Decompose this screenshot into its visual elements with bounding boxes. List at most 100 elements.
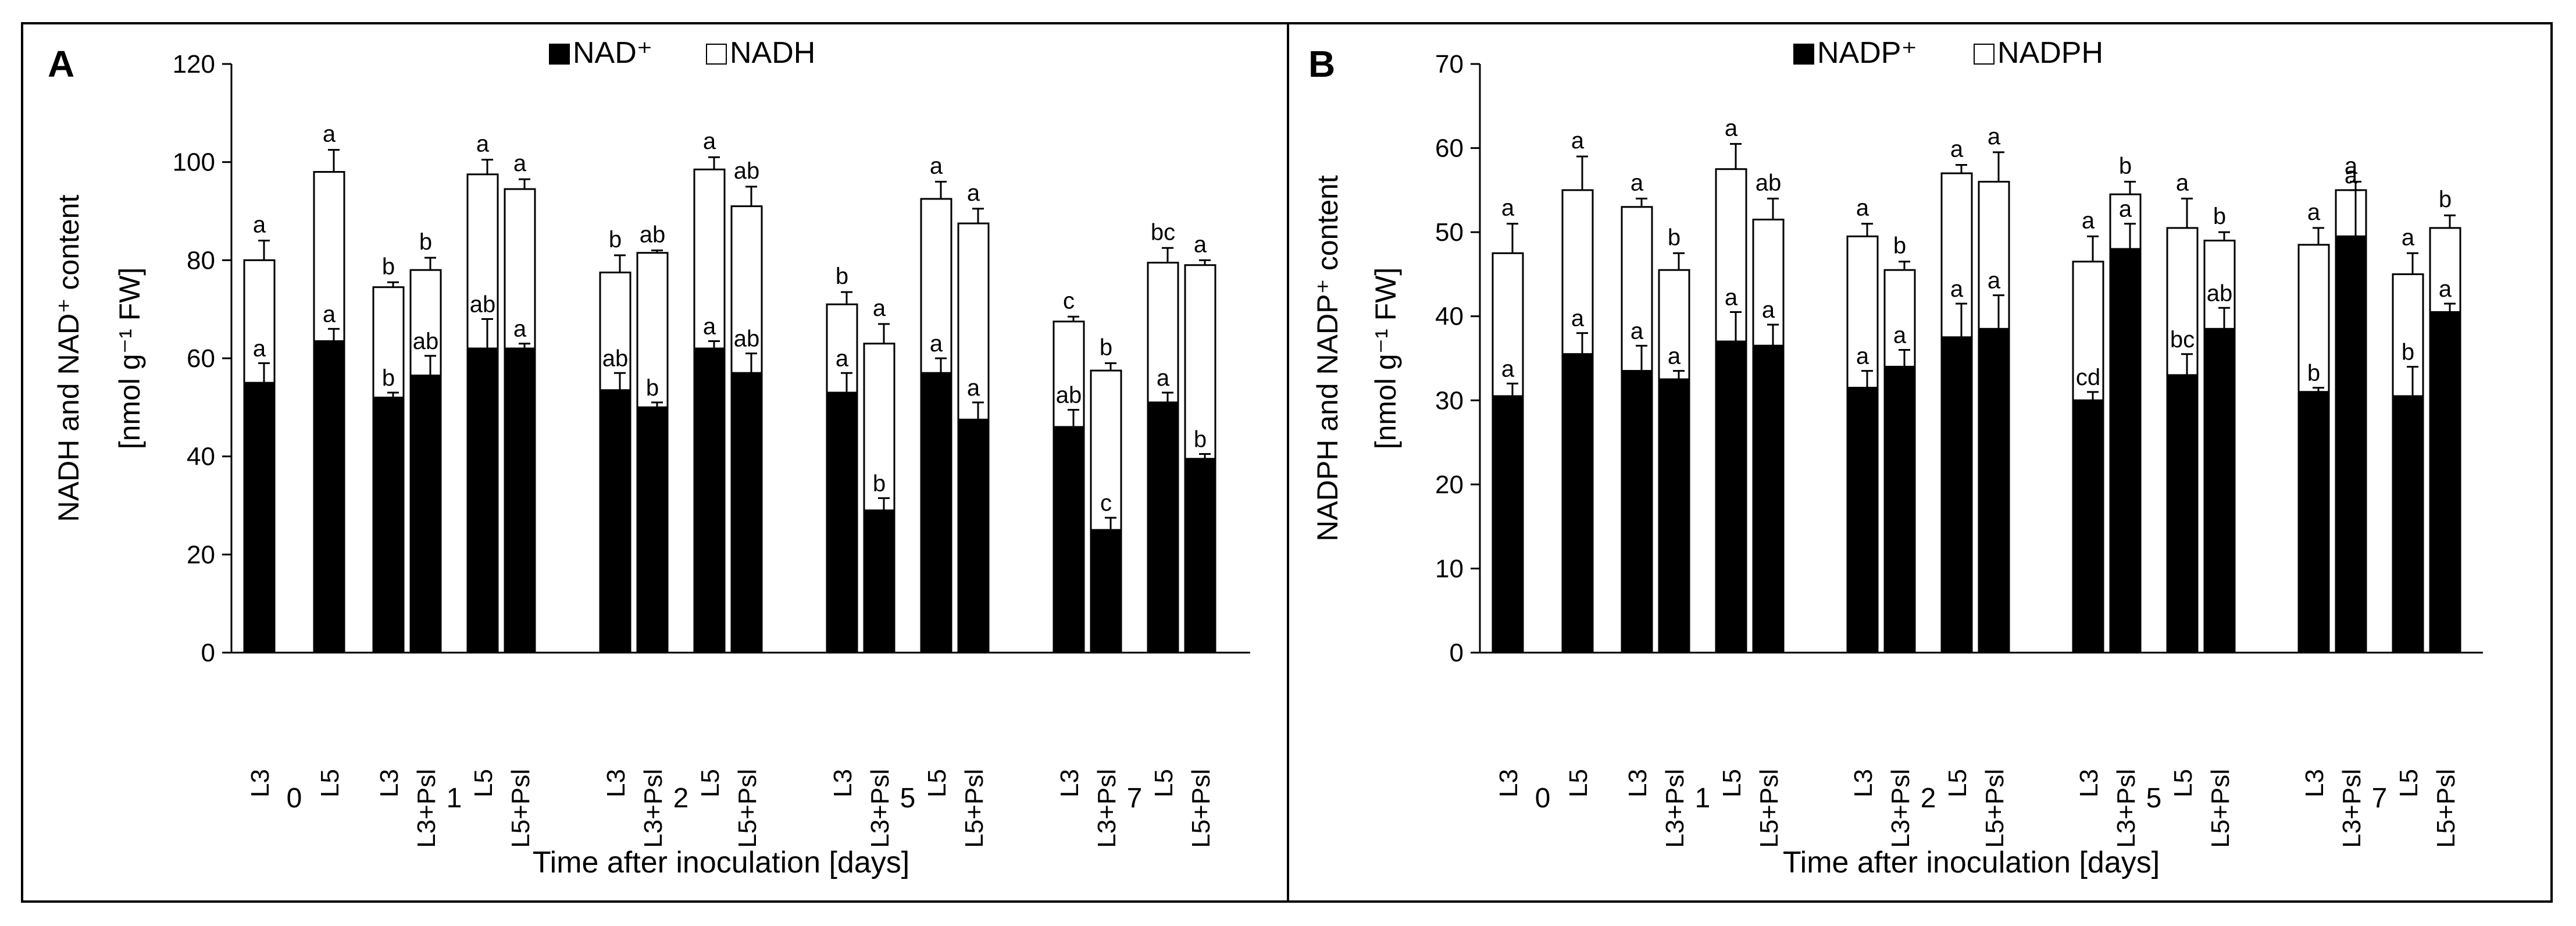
bar-segment-bottom	[1883, 365, 1916, 654]
significance-letter-top: b	[382, 254, 395, 279]
significance-letter-top: a	[2307, 200, 2321, 225]
significance-letter-top: b	[1893, 233, 1906, 259]
bar-segment-top	[2166, 227, 2199, 376]
significance-letter-top: a	[1630, 170, 1644, 195]
significance-letter-bottom: a	[513, 316, 527, 342]
significance-letter-bottom: a	[703, 314, 716, 339]
x-category-label: L5	[316, 769, 344, 797]
x-category-label: L5+Psl	[506, 769, 535, 848]
significance-letter-bottom: c	[1100, 490, 1112, 516]
significance-letter-bottom: b	[2402, 339, 2414, 365]
bar-segment-top	[2335, 189, 2367, 237]
significance-letter-bottom: b	[873, 471, 886, 496]
x-category-label: L3+Psl	[1661, 769, 1689, 848]
significance-letter-top: a	[2345, 153, 2358, 179]
bar-segment-bottom	[1846, 387, 1879, 654]
significance-letter-top: a	[476, 131, 490, 156]
y-axis-label-units: [nmol g⁻¹ FW]	[1369, 268, 1402, 450]
x-group-label: 2	[1921, 783, 1936, 814]
x-group-label: 2	[673, 783, 689, 814]
x-category-label: L3	[375, 769, 404, 797]
bar-segment-bottom	[372, 396, 405, 654]
legend-swatch	[549, 44, 570, 65]
significance-letter-bottom: ab	[1056, 383, 1082, 408]
significance-letter-bottom: a	[930, 331, 943, 357]
bar-segment-top	[1752, 218, 1785, 347]
significance-letter-bottom: b	[646, 375, 659, 401]
significance-letter-top: c	[1063, 288, 1075, 314]
significance-letter-bottom: a	[1762, 297, 1775, 323]
bar-segment-bottom	[409, 375, 442, 654]
significance-letter-bottom: bc	[2170, 327, 2195, 352]
bar-segment-bottom	[2072, 399, 2104, 654]
y-tick-label: 30	[1435, 386, 1464, 415]
y-tick-label: 60	[187, 344, 215, 373]
significance-letter-top: b	[419, 229, 432, 255]
bar-segment-bottom	[1978, 327, 2010, 654]
bar-segment-bottom	[1621, 370, 1653, 654]
significance-letter-top: a	[513, 151, 527, 176]
significance-letter-top: a	[2402, 225, 2415, 250]
x-group-label: 7	[1127, 783, 1143, 814]
significance-letter-bottom: a	[2439, 276, 2452, 302]
significance-letter-bottom: ab	[470, 292, 496, 318]
y-tick-label: 20	[187, 540, 215, 569]
x-category-label: L5	[2395, 769, 2423, 797]
x-category-label: L3	[1624, 769, 1652, 797]
y-tick-label: 0	[1450, 639, 1464, 667]
bar-segment-top	[1883, 269, 1916, 368]
bar-segment-top	[1846, 235, 1879, 389]
x-group-label: 0	[1535, 783, 1551, 814]
x-category-label: L3+Psl	[866, 769, 894, 848]
significance-letter-top: b	[2213, 204, 2226, 229]
bar-segment-bottom	[2392, 395, 2424, 654]
significance-letter-bottom: a	[1893, 323, 1907, 348]
significance-letter-bottom: a	[1725, 284, 1738, 310]
bar-segment-top	[1621, 206, 1653, 372]
bar-segment-bottom	[1752, 344, 1785, 654]
x-group-label: 1	[1695, 783, 1711, 814]
significance-letter-top: a	[1950, 136, 1964, 162]
bar-segment-top	[2072, 261, 2104, 401]
significance-letter-bottom: ab	[413, 329, 439, 354]
x-category-label: L3+Psl	[1093, 769, 1121, 848]
significance-letter-top: a	[1988, 124, 2001, 149]
significance-letter-top: a	[967, 180, 980, 206]
legend-swatch	[1793, 44, 1814, 65]
significance-letter-top: ab	[1756, 170, 1782, 195]
bar-segment-top	[409, 269, 442, 377]
significance-letter-top: b	[836, 263, 848, 289]
bar-segment-bottom	[2297, 391, 2330, 654]
significance-letter-top: b	[1100, 334, 1112, 360]
significance-letter-top: a	[930, 153, 943, 179]
panel-label: B	[1308, 43, 1335, 85]
y-tick-label: 10	[1435, 554, 1464, 583]
y-tick-label: 60	[1435, 134, 1464, 163]
x-group-label: 0	[287, 783, 302, 814]
significance-letter-top: a	[253, 212, 266, 238]
y-tick-label: 20	[1435, 471, 1464, 499]
significance-letter-top: a	[703, 129, 716, 154]
bar-segment-bottom	[863, 509, 895, 654]
legend-swatch	[706, 44, 727, 65]
bar-segment-bottom	[1052, 426, 1085, 654]
bar-segment-top	[2109, 193, 2142, 250]
bar-segment-bottom	[1184, 458, 1216, 654]
significance-letter-bottom: b	[382, 365, 395, 391]
y-tick-label: 40	[1435, 302, 1464, 331]
bar-segment-bottom	[2203, 327, 2236, 654]
significance-letter-bottom: a	[1501, 356, 1515, 382]
bar-segment-top	[372, 286, 405, 398]
x-category-label: L5	[469, 769, 498, 797]
bar-segment-bottom	[920, 372, 952, 654]
significance-letter-bottom: ab	[2207, 280, 2233, 306]
significance-letter-bottom: a	[1668, 344, 1681, 369]
panel-label: A	[48, 43, 74, 85]
x-category-label: L5	[1150, 769, 1178, 797]
y-tick-label: 50	[1435, 218, 1464, 247]
bar-segment-bottom	[466, 347, 499, 654]
bar-segment-top	[1715, 168, 1747, 343]
x-category-label: L5+Psl	[960, 769, 989, 848]
significance-letter-bottom: a	[1157, 365, 1170, 391]
significance-letter-bottom: cd	[2076, 365, 2100, 390]
